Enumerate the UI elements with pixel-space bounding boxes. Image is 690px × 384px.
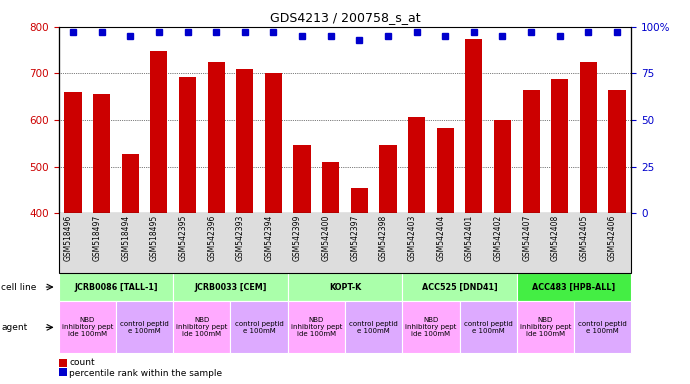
Bar	[293, 145, 310, 384]
Text: GSM542402: GSM542402	[493, 215, 502, 261]
Bar	[351, 187, 368, 384]
Bar	[93, 94, 110, 384]
Text: GSM542397: GSM542397	[351, 215, 359, 262]
Bar	[551, 79, 569, 384]
Text: JCRB0033 [CEM]: JCRB0033 [CEM]	[194, 283, 267, 291]
Text: GSM542393: GSM542393	[236, 215, 245, 262]
Text: control peptid
e 100mM: control peptid e 100mM	[464, 321, 513, 334]
Text: GSM518495: GSM518495	[150, 215, 159, 261]
Bar	[121, 154, 139, 384]
Text: count: count	[69, 358, 95, 367]
Bar	[380, 145, 397, 384]
Text: GSM542406: GSM542406	[608, 215, 617, 262]
Text: NBD
inhibitory pept
ide 100mM: NBD inhibitory pept ide 100mM	[405, 317, 457, 338]
Text: GSM518497: GSM518497	[92, 215, 101, 261]
Text: GSM542404: GSM542404	[436, 215, 445, 262]
Text: GSM542400: GSM542400	[322, 215, 331, 262]
Text: GSM542394: GSM542394	[264, 215, 273, 262]
Bar	[437, 128, 454, 384]
Bar	[609, 90, 626, 384]
Bar	[408, 117, 425, 384]
Text: NBD
inhibitory pept
ide 100mM: NBD inhibitory pept ide 100mM	[176, 317, 228, 338]
Bar	[494, 120, 511, 384]
Text: GSM542405: GSM542405	[580, 215, 589, 262]
Bar	[64, 92, 81, 384]
Text: GDS4213 / 200758_s_at: GDS4213 / 200758_s_at	[270, 12, 420, 25]
Bar	[580, 62, 597, 384]
Text: NBD
inhibitory pept
ide 100mM: NBD inhibitory pept ide 100mM	[61, 317, 113, 338]
Text: GSM542407: GSM542407	[522, 215, 531, 262]
Text: ACC525 [DND41]: ACC525 [DND41]	[422, 283, 497, 291]
Text: GSM542399: GSM542399	[293, 215, 302, 262]
Text: control peptid
e 100mM: control peptid e 100mM	[578, 321, 627, 334]
Text: control peptid
e 100mM: control peptid e 100mM	[120, 321, 169, 334]
Text: ACC483 [HPB-ALL]: ACC483 [HPB-ALL]	[533, 283, 615, 291]
Bar	[265, 73, 282, 384]
Bar	[179, 77, 196, 384]
Text: control peptid
e 100mM: control peptid e 100mM	[349, 321, 398, 334]
Text: JCRB0086 [TALL-1]: JCRB0086 [TALL-1]	[74, 283, 158, 291]
Text: control peptid
e 100mM: control peptid e 100mM	[235, 321, 284, 334]
Text: percentile rank within the sample: percentile rank within the sample	[69, 369, 222, 378]
Text: GSM542395: GSM542395	[179, 215, 188, 262]
Bar	[150, 51, 168, 384]
Bar	[236, 69, 253, 384]
Bar	[208, 62, 225, 384]
Text: GSM542396: GSM542396	[207, 215, 216, 262]
Text: cell line: cell line	[1, 283, 37, 291]
Text: NBD
inhibitory pept
ide 100mM: NBD inhibitory pept ide 100mM	[520, 317, 571, 338]
Bar	[322, 162, 339, 384]
Text: agent: agent	[1, 323, 28, 332]
Text: GSM518496: GSM518496	[64, 215, 73, 261]
Text: GSM542401: GSM542401	[465, 215, 474, 261]
Text: KOPT-K: KOPT-K	[329, 283, 361, 291]
Bar	[465, 38, 482, 384]
Text: GSM542408: GSM542408	[551, 215, 560, 261]
Text: GSM518494: GSM518494	[121, 215, 130, 261]
Text: NBD
inhibitory pept
ide 100mM: NBD inhibitory pept ide 100mM	[290, 317, 342, 338]
Bar	[522, 90, 540, 384]
Text: GSM542398: GSM542398	[379, 215, 388, 261]
Text: GSM542403: GSM542403	[408, 215, 417, 262]
